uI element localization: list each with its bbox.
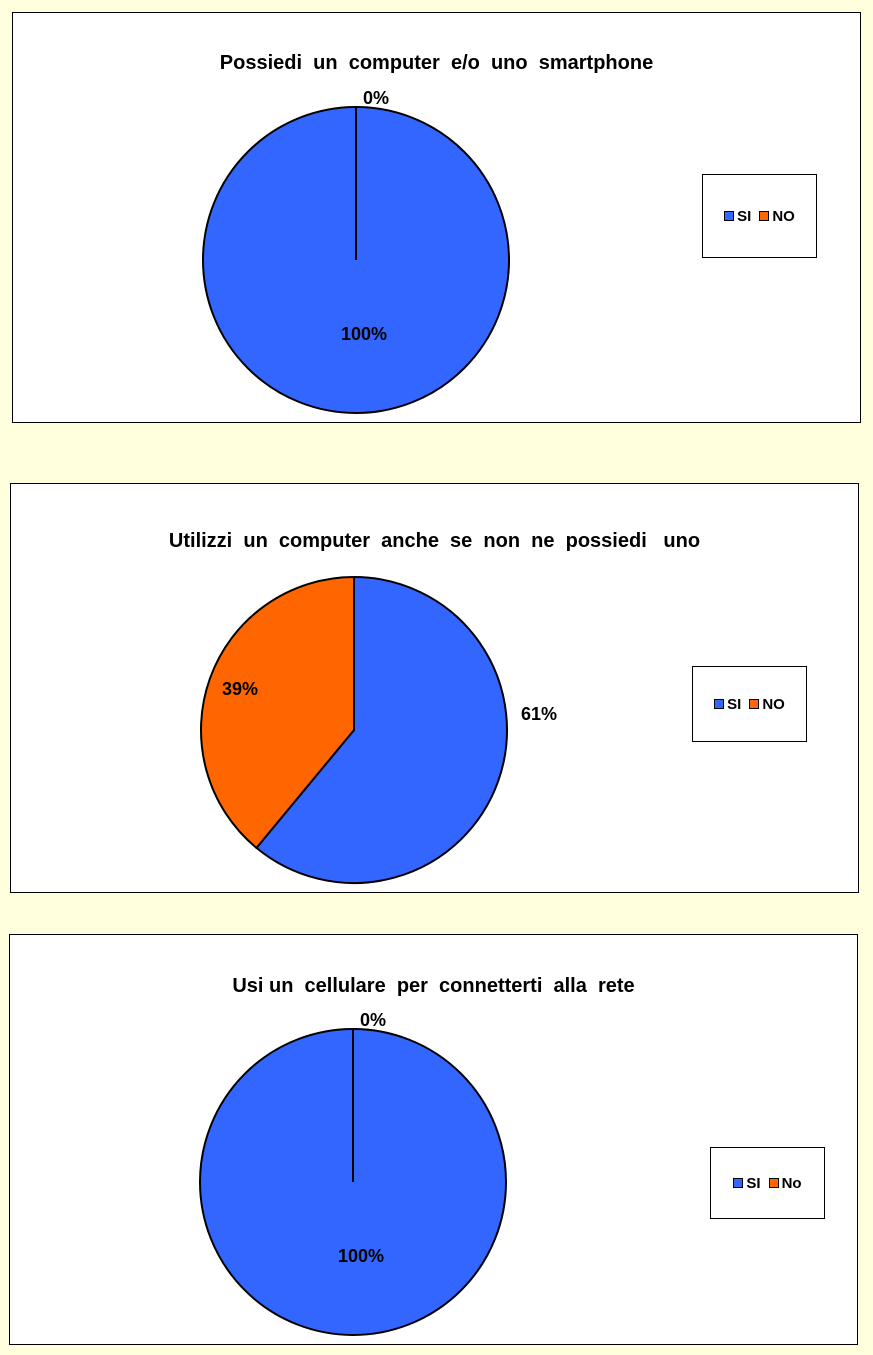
legend-label-no: NO [772,207,795,225]
pie-chart: 100% 0% [202,88,510,414]
chart-legend: SI NO [692,666,807,742]
legend-label-si: SI [737,207,752,225]
pie-slice-no [200,575,355,850]
legend-label-no: NO [762,695,785,713]
pie-chart: 61% 39% [200,575,557,884]
legend-swatch-si [733,1178,744,1188]
chart-panel-3: Usi un cellulare per connetterti alla re… [9,934,858,1345]
data-label-no: 0% [360,1010,386,1030]
legend-item-si: SI [733,1174,761,1192]
chart-panel-2: Utilizzi un computer anche se non ne pos… [10,483,859,893]
legend-label-no: No [781,1174,802,1192]
legend-swatch-si [724,211,735,221]
chart-legend: SI NO [702,174,817,258]
legend-swatch-no [768,1178,779,1188]
legend-swatch-no [749,699,760,709]
chart-title: Possiedi un computer e/o uno smartphone [219,52,654,74]
chart-legend: SI No [710,1147,825,1219]
legend-label-si: SI [727,695,742,713]
chart-title: Utilizzi un computer anche se non ne pos… [168,530,701,552]
legend-item-si: SI [714,696,741,713]
legend-label-si: SI [746,1174,761,1192]
pie-slice-si [255,575,508,884]
legend-item-no: No [768,1174,802,1192]
legend-item-no: NO [759,208,795,225]
chart-panel-1: Possiedi un computer e/o uno smartphone … [12,12,861,423]
legend-swatch-si [714,699,725,709]
data-label-no: 39% [222,679,258,699]
legend-swatch-no [759,211,770,221]
data-label-si: 100% [338,1246,384,1266]
legend-item-no: NO [749,696,785,713]
pie-chart: 100% 0% [199,1010,507,1336]
chart-title: Usi un cellulare per connetterti alla re… [232,975,635,997]
data-label-si: 61% [521,704,557,724]
data-label-no: 0% [363,88,389,108]
legend-item-si: SI [724,208,751,225]
data-label-si: 100% [341,324,387,344]
